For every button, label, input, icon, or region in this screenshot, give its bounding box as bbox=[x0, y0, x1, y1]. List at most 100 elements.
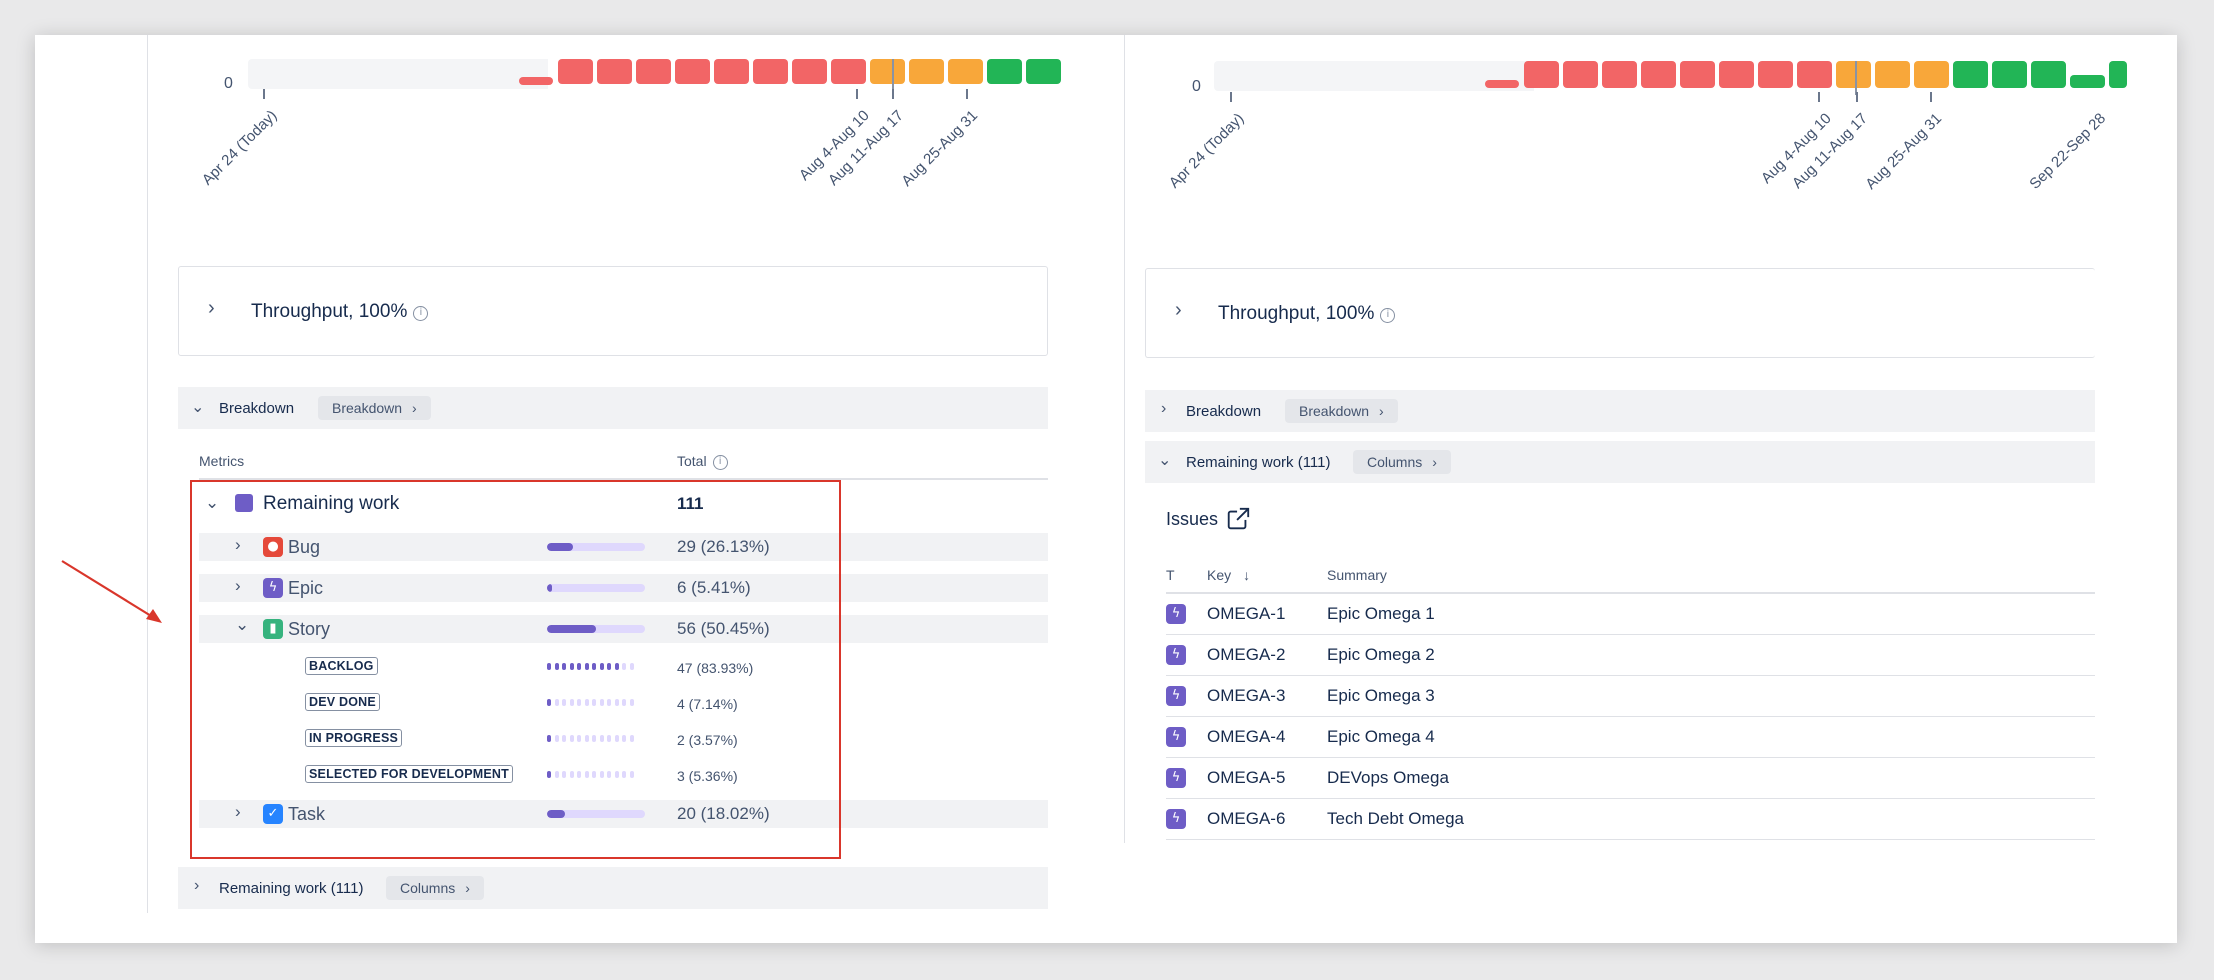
chevron-right-icon: › bbox=[1379, 403, 1384, 419]
key-column-header[interactable]: Key ↓ bbox=[1207, 567, 1251, 583]
issues-title: Issues bbox=[1166, 509, 1219, 529]
remaining-work-total: 111 bbox=[677, 494, 704, 513]
annotation-arrow-icon bbox=[61, 560, 162, 623]
timeline-bar bbox=[2070, 75, 2105, 88]
issue-key[interactable]: OMEGA-1 bbox=[1207, 604, 1286, 623]
breakdown-section[interactable] bbox=[178, 387, 1048, 429]
columns-pill-button[interactable]: Columns › bbox=[386, 876, 484, 900]
chevron-down-icon[interactable]: ⌄ bbox=[205, 493, 220, 512]
issue-key[interactable]: OMEGA-3 bbox=[1207, 686, 1286, 705]
issue-key[interactable]: OMEGA-5 bbox=[1207, 768, 1286, 787]
issue-summary[interactable]: Epic Omega 1 bbox=[1327, 604, 1435, 623]
timeline-bar bbox=[714, 59, 749, 84]
info-icon[interactable]: i bbox=[1380, 308, 1396, 323]
timeline-bar bbox=[948, 59, 983, 84]
timeline-bar bbox=[831, 59, 866, 84]
chevron-right-icon[interactable]: › bbox=[208, 297, 215, 319]
timeline-bar bbox=[636, 59, 671, 84]
type-value-bug: 29 (26.13%) bbox=[677, 537, 770, 556]
issues-header-divider bbox=[1166, 592, 2095, 594]
bug-icon: ● bbox=[263, 537, 283, 557]
chevron-down-icon[interactable]: ⌄ bbox=[191, 399, 205, 416]
columns-pill-button[interactable]: Columns › bbox=[1353, 450, 1451, 474]
epic-icon: ϟ bbox=[1166, 768, 1186, 788]
issue-key[interactable]: OMEGA-2 bbox=[1207, 645, 1286, 664]
epic-icon: ϟ bbox=[1166, 686, 1186, 706]
date-label: Apr 24 (Today) bbox=[1165, 110, 1248, 192]
epic-icon: ϟ bbox=[1166, 645, 1186, 665]
chevron-right-icon[interactable]: › bbox=[194, 877, 200, 894]
timeline-bar bbox=[519, 77, 553, 85]
status-badge: SELECTED FOR DEVELOPMENT bbox=[305, 765, 513, 783]
today-marker bbox=[1855, 61, 1857, 95]
story-icon: ▮ bbox=[263, 619, 283, 639]
axis-tick bbox=[1230, 92, 1232, 102]
issue-summary[interactable]: Epic Omega 3 bbox=[1327, 686, 1435, 705]
chevron-right-icon[interactable]: › bbox=[235, 535, 241, 554]
chevron-right-icon[interactable]: › bbox=[235, 576, 241, 595]
timeline-bar bbox=[792, 59, 827, 84]
row-divider bbox=[1166, 716, 2095, 717]
progress-bar bbox=[547, 625, 645, 633]
timeline-bar bbox=[1026, 59, 1061, 84]
date-label: Sep 22-Sep 28 bbox=[2026, 110, 2110, 193]
date-label: Apr 24 (Today) bbox=[198, 107, 281, 189]
remaining-work-section[interactable] bbox=[1145, 441, 2095, 483]
chevron-down-icon[interactable]: ⌄ bbox=[1158, 452, 1172, 469]
epic-icon: ϟ bbox=[1166, 809, 1186, 829]
axis-tick bbox=[1818, 92, 1820, 102]
type-value-task: 20 (18.02%) bbox=[677, 804, 770, 823]
axis-tick bbox=[1856, 92, 1858, 102]
throughput-panel[interactable] bbox=[178, 266, 1048, 356]
chevron-right-icon: › bbox=[412, 400, 417, 416]
type-label-task: Task bbox=[288, 804, 326, 824]
remaining-work-section[interactable] bbox=[178, 867, 1048, 909]
issue-summary[interactable]: Epic Omega 2 bbox=[1327, 645, 1435, 664]
axis-tick bbox=[892, 89, 894, 99]
total-column-header: Total i bbox=[677, 453, 728, 470]
breakdown-pill-button[interactable]: Breakdown › bbox=[1285, 399, 1398, 423]
axis-tick bbox=[1930, 92, 1932, 102]
timeline-bar bbox=[1992, 61, 2027, 88]
issue-key[interactable]: OMEGA-4 bbox=[1207, 727, 1286, 746]
timeline-bar bbox=[1641, 61, 1676, 88]
chevron-right-icon[interactable]: › bbox=[235, 802, 241, 821]
issue-summary[interactable]: Tech Debt Omega bbox=[1327, 809, 1465, 828]
breakdown-title: Breakdown bbox=[219, 400, 295, 417]
timeline-bar bbox=[597, 59, 632, 84]
remaining-work-section-title: Remaining work (111) bbox=[1186, 454, 1331, 471]
timeline-bar bbox=[909, 59, 944, 84]
timeline-bar bbox=[2109, 61, 2127, 88]
timeline-bar bbox=[870, 59, 905, 84]
type-column-header[interactable]: T bbox=[1166, 567, 1175, 583]
external-link-icon[interactable] bbox=[1225, 506, 1251, 532]
status-dot-bar bbox=[547, 698, 637, 708]
issue-summary[interactable]: DEVops Omega bbox=[1327, 768, 1449, 787]
type-label-bug: Bug bbox=[288, 537, 321, 557]
timeline-bar bbox=[1914, 61, 1949, 88]
type-value-story: 56 (50.45%) bbox=[677, 619, 770, 638]
throughput-panel[interactable] bbox=[1145, 268, 2095, 358]
epic-icon: ϟ bbox=[1166, 727, 1186, 747]
info-icon[interactable]: i bbox=[413, 306, 429, 321]
issue-key[interactable]: OMEGA-6 bbox=[1207, 809, 1286, 828]
summary-column-header[interactable]: Summary bbox=[1327, 567, 1387, 583]
timeline-bar bbox=[1758, 61, 1793, 88]
row-divider bbox=[1166, 798, 2095, 799]
status-badge: IN PROGRESS bbox=[305, 729, 403, 747]
status-dot-bar bbox=[547, 662, 637, 672]
timeline-bar bbox=[1836, 61, 1871, 88]
date-label: Aug 25-Aug 31 bbox=[1862, 110, 1946, 193]
breakdown-pill-button[interactable]: Breakdown › bbox=[318, 396, 431, 420]
metrics-column-header: Metrics bbox=[199, 453, 245, 469]
issue-summary[interactable]: Epic Omega 4 bbox=[1327, 727, 1435, 746]
chevron-right-icon[interactable]: › bbox=[1161, 400, 1167, 417]
epic-icon: ϟ bbox=[1166, 604, 1186, 624]
info-icon[interactable]: i bbox=[712, 455, 728, 470]
chevron-right-icon[interactable]: › bbox=[1175, 299, 1182, 321]
chevron-down-icon[interactable]: ⌄ bbox=[235, 615, 250, 634]
type-label-story: Story bbox=[288, 619, 331, 639]
timeline-bar bbox=[1524, 61, 1559, 88]
timeline-bar bbox=[1563, 61, 1598, 88]
chevron-right-icon: › bbox=[465, 880, 470, 896]
